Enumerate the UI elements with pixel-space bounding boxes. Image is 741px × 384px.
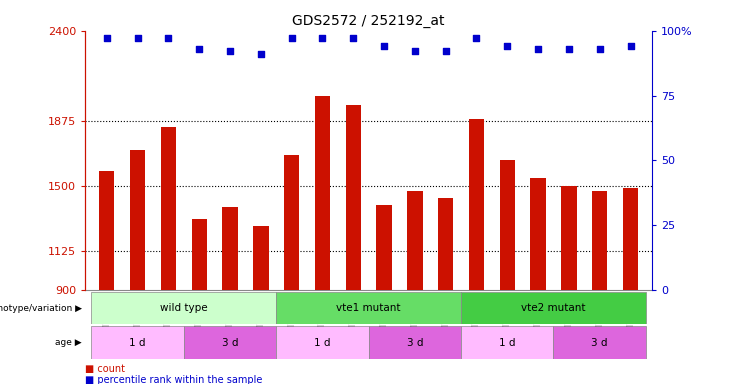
Text: genotype/variation ▶: genotype/variation ▶ [0, 304, 82, 313]
Text: ■ percentile rank within the sample: ■ percentile rank within the sample [85, 375, 262, 384]
Bar [438, 198, 453, 290]
Text: 3 d: 3 d [407, 338, 423, 348]
Text: 3 d: 3 d [222, 338, 239, 348]
Text: 1 d: 1 d [314, 338, 330, 348]
Point [532, 46, 544, 52]
Point [162, 35, 174, 41]
Text: 1 d: 1 d [130, 338, 146, 348]
Text: age ▶: age ▶ [55, 338, 82, 347]
Point [378, 43, 390, 49]
Bar [461, 326, 554, 359]
Point [132, 35, 144, 41]
Point [348, 35, 359, 41]
Text: 3 d: 3 d [591, 338, 608, 348]
Text: 1 d: 1 d [499, 338, 516, 348]
Bar [315, 96, 330, 290]
Bar [276, 326, 369, 359]
Point [439, 48, 451, 55]
Text: vte2 mutant: vte2 mutant [521, 303, 585, 313]
Text: wild type: wild type [160, 303, 207, 313]
Bar [184, 326, 276, 359]
Text: vte1 mutant: vte1 mutant [336, 303, 401, 313]
Bar [99, 170, 114, 290]
Bar [130, 150, 145, 290]
Bar [369, 326, 461, 359]
Point [101, 35, 113, 41]
Point [502, 43, 514, 49]
Bar [91, 326, 184, 359]
Bar [561, 186, 576, 290]
Bar [623, 188, 638, 290]
Bar [161, 127, 176, 290]
Point [471, 35, 482, 41]
Bar [461, 292, 646, 324]
Bar [253, 226, 268, 290]
Bar [376, 205, 392, 290]
Point [286, 35, 298, 41]
Point [193, 46, 205, 52]
Bar [469, 119, 484, 290]
Title: GDS2572 / 252192_at: GDS2572 / 252192_at [293, 14, 445, 28]
Bar [531, 179, 546, 290]
Bar [592, 191, 608, 290]
Point [409, 48, 421, 55]
Text: ■ count: ■ count [85, 364, 125, 374]
Bar [284, 155, 299, 290]
Point [255, 51, 267, 57]
Bar [345, 105, 361, 290]
Bar [407, 191, 422, 290]
Point [594, 46, 605, 52]
Point [224, 48, 236, 55]
Point [316, 35, 328, 41]
Bar [191, 219, 207, 290]
Bar [554, 326, 646, 359]
Bar [499, 160, 515, 290]
Bar [276, 292, 461, 324]
Point [625, 43, 637, 49]
Bar [91, 292, 276, 324]
Bar [222, 207, 238, 290]
Point [563, 46, 575, 52]
